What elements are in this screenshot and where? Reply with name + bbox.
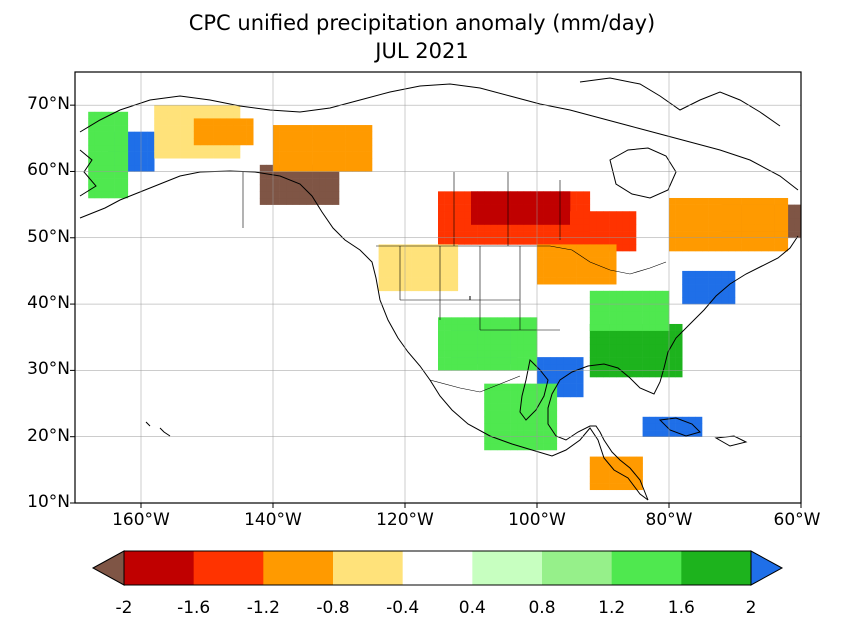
colorbar-bin [124, 551, 195, 585]
anomaly-region-15 [537, 357, 584, 398]
colorbar-tick-label: 1.6 [667, 598, 695, 618]
colorbar-tick-label: -2 [115, 598, 133, 618]
colorbar-bin [263, 551, 334, 585]
axis-ticks [70, 104, 802, 508]
gridlines [75, 72, 801, 503]
lat-tick-label: 60°N [27, 160, 70, 181]
colorbar-bin [402, 551, 473, 585]
lon-tick-label: 160°W [112, 510, 170, 530]
lat-tick-label: 70°N [27, 94, 70, 115]
colorbar-tick-label: 0.8 [528, 598, 556, 618]
colorbar-bin [472, 551, 543, 585]
lat-tick-label: 50°N [27, 226, 70, 247]
anomaly-region-17 [682, 270, 736, 305]
lon-tick-label: 60°W [773, 510, 821, 530]
political-borders [242, 172, 667, 393]
lon-tick-label: 80°W [645, 510, 693, 530]
colorbar-tick-label: -0.8 [316, 598, 350, 618]
colorbar-bin [193, 551, 264, 585]
anomaly-region-16 [589, 323, 683, 378]
colorbar-bin [333, 551, 404, 585]
lon-tick-label: 140°W [244, 510, 302, 530]
anomaly-region-14 [438, 317, 538, 371]
colorbar-tick-label: 2 [745, 598, 757, 618]
anomaly-region-3 [193, 118, 254, 146]
lat-tick-label: 40°N [27, 293, 70, 314]
lat-tick-label: 30°N [27, 359, 70, 380]
anomaly-region-18 [589, 290, 670, 331]
colorbar-tick-label: -1.6 [177, 598, 211, 618]
anomaly-region-11 [378, 244, 459, 292]
anomaly-region-12 [537, 244, 617, 285]
colorbar-tick-label: -1.2 [246, 598, 280, 618]
anomaly-region-1 [88, 111, 129, 199]
anomaly-region-7 [471, 191, 571, 225]
anomaly-region-5 [273, 125, 373, 172]
colorbar [91, 550, 784, 586]
lat-tick-label: 20°N [27, 425, 70, 446]
colorbar-bin [681, 551, 752, 585]
anomaly-region-21 [484, 383, 558, 451]
colorbar-extend-high [750, 550, 784, 586]
lat-tick-label: 10°N [27, 492, 70, 512]
anomaly-cells [88, 105, 801, 491]
colorbar-tick-label: 1.2 [598, 598, 626, 618]
colorbar-tick-label: 0.4 [458, 598, 486, 618]
colorbar-bin [611, 551, 682, 585]
map-frame [74, 71, 802, 504]
lon-tick-label: 120°W [376, 510, 434, 530]
lon-tick-label: 100°W [508, 510, 566, 530]
anomaly-region-20 [642, 416, 703, 437]
map-subtitle: JUL 2021 [375, 39, 469, 63]
map-plot-area [75, 72, 801, 503]
colorbar-tick-label: -0.4 [386, 598, 420, 618]
colorbar-bin [542, 551, 613, 585]
colorbar-extend-low [91, 550, 125, 586]
map-title: CPC unified precipitation anomaly (mm/da… [188, 11, 656, 35]
anomaly-region-10 [669, 197, 789, 252]
